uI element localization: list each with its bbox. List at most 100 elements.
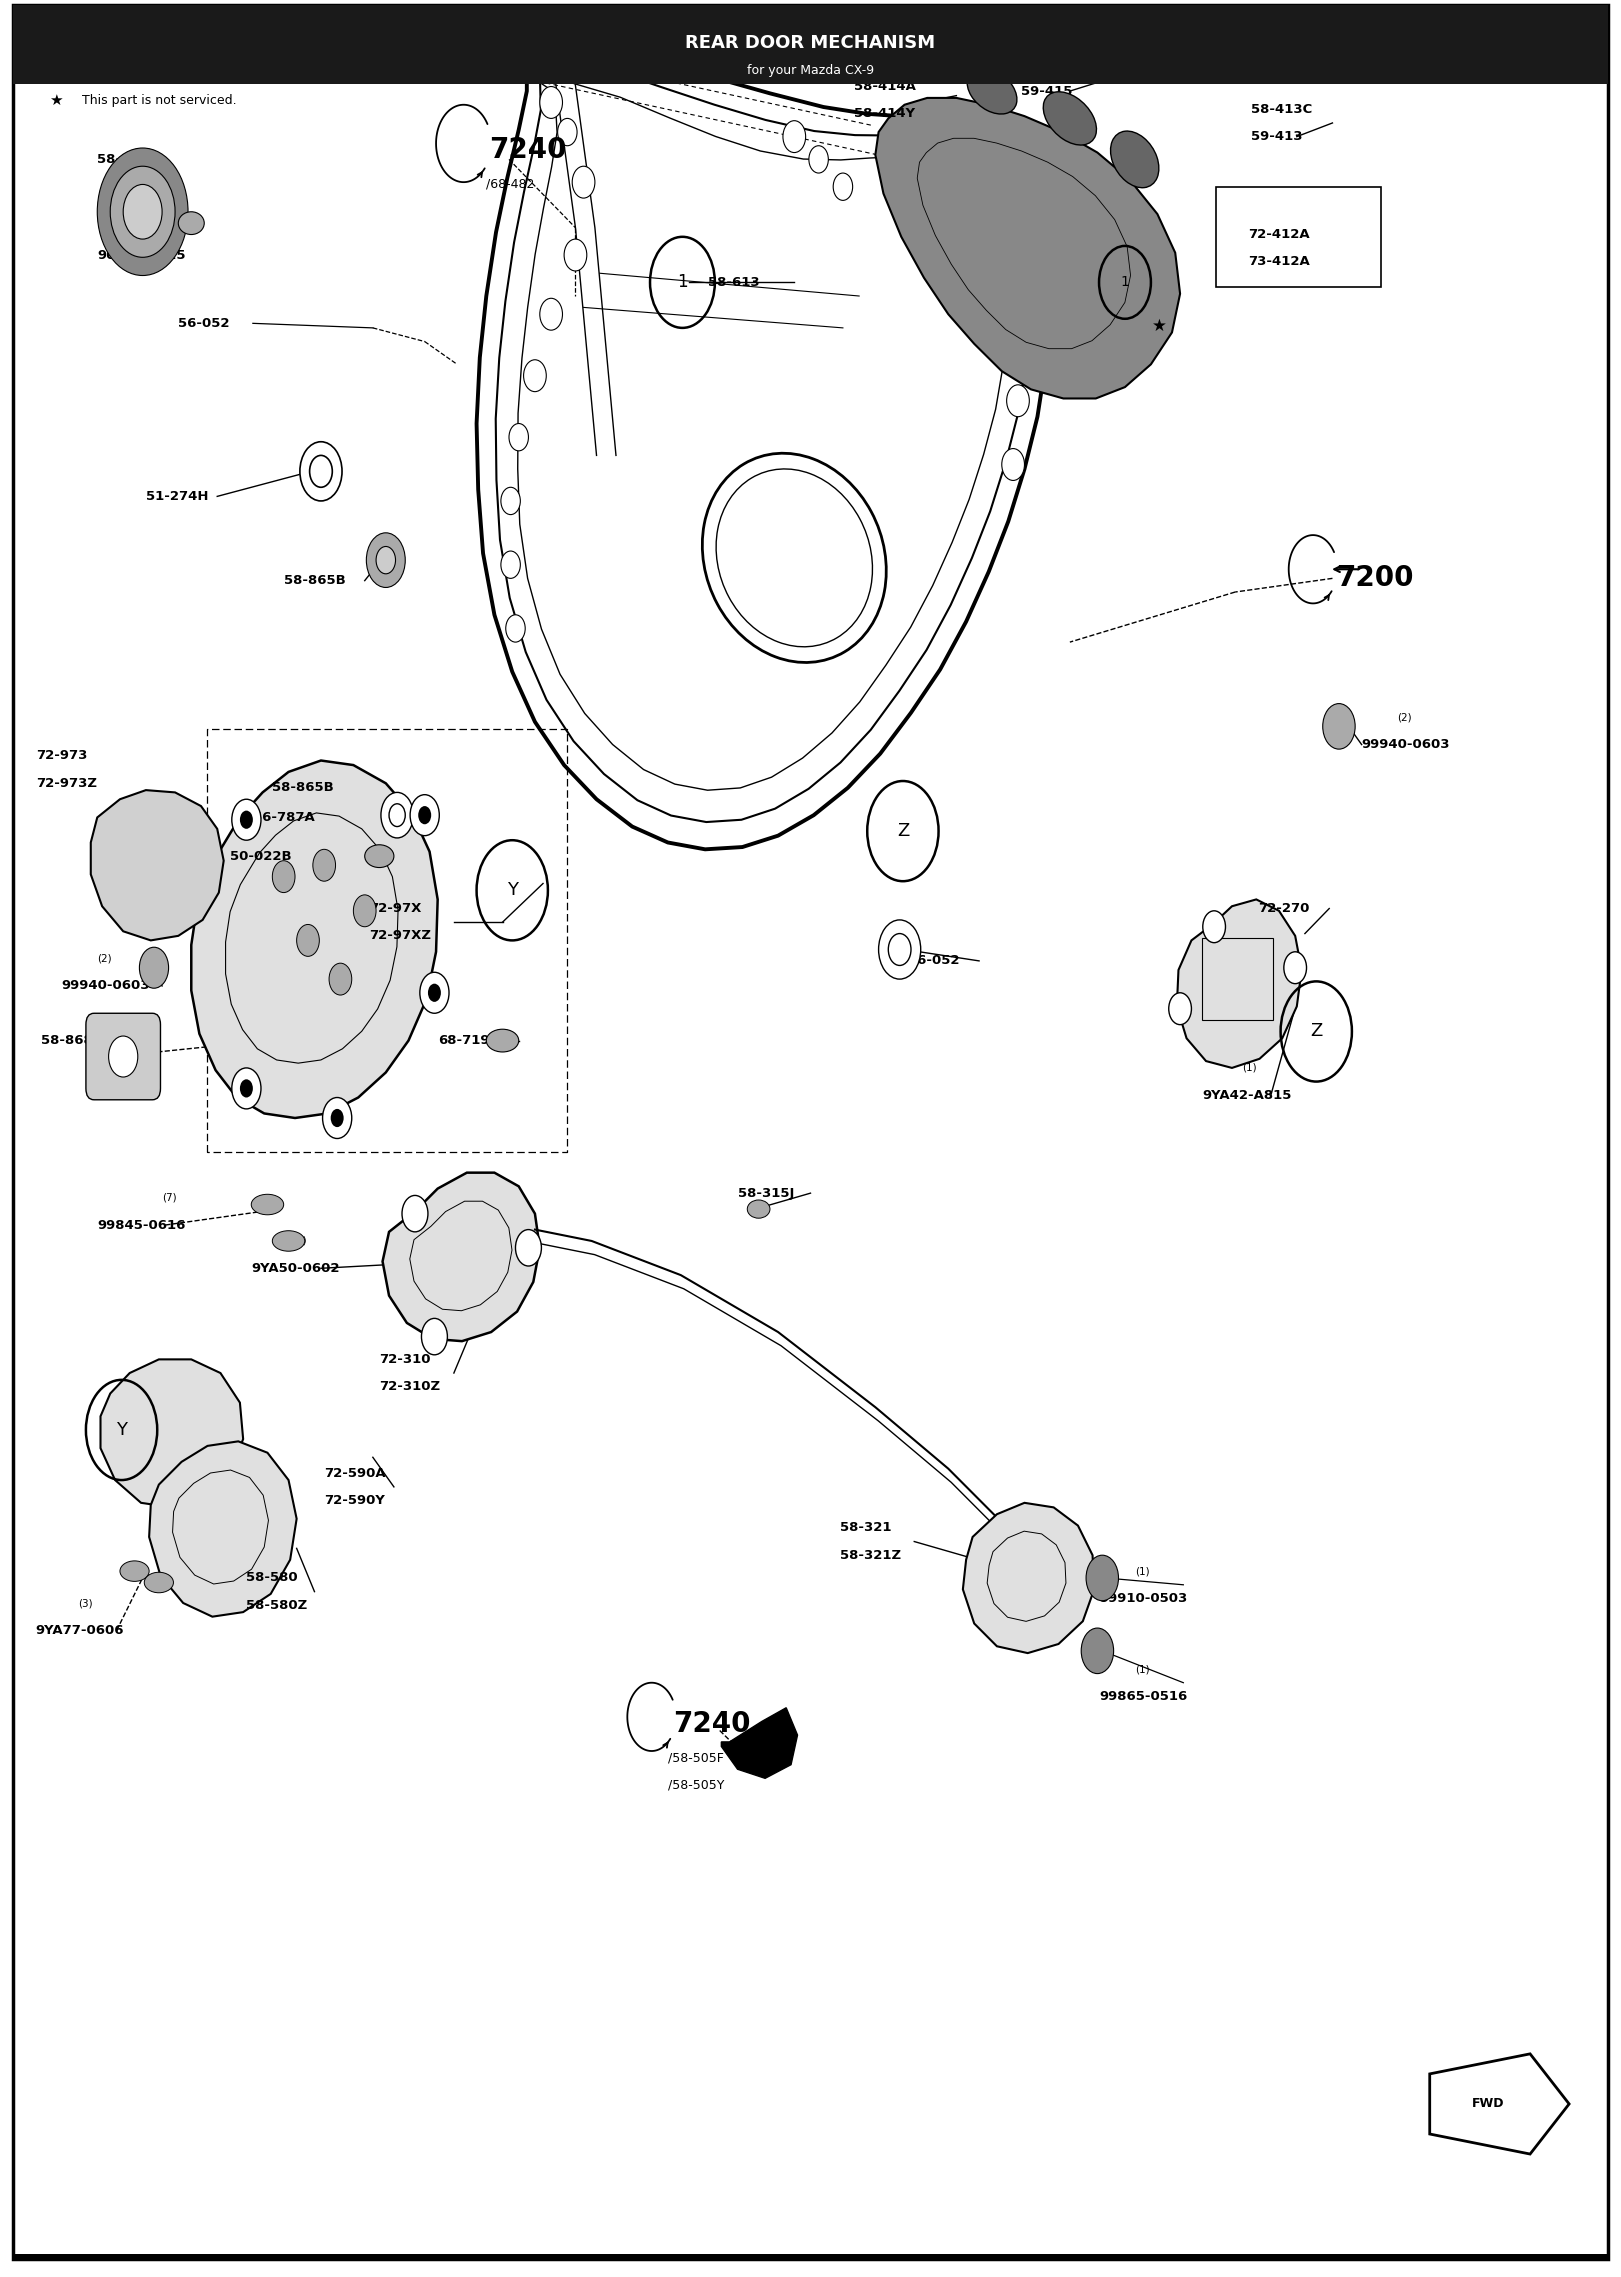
Text: (2): (2) [152, 223, 167, 232]
Text: 58-868H: 58-868H [41, 1034, 104, 1047]
Ellipse shape [120, 1562, 149, 1580]
Circle shape [564, 239, 587, 271]
Text: 58-321Z: 58-321Z [840, 1548, 901, 1562]
Text: 58-865B: 58-865B [284, 574, 345, 587]
Circle shape [1169, 993, 1191, 1025]
Ellipse shape [747, 1200, 770, 1218]
Text: 58-570A: 58-570A [97, 153, 159, 166]
Text: Y: Y [117, 1421, 126, 1439]
Circle shape [420, 972, 449, 1013]
Ellipse shape [365, 845, 394, 868]
Circle shape [300, 442, 342, 501]
Text: 56-052: 56-052 [178, 317, 230, 330]
Bar [13, 5, 1608, 84]
Circle shape [240, 811, 253, 829]
Text: /58-505F: /58-505F [668, 1751, 723, 1765]
Text: 99865-0516: 99865-0516 [1099, 1690, 1187, 1703]
Ellipse shape [1110, 132, 1159, 187]
Circle shape [540, 298, 562, 330]
Circle shape [376, 546, 396, 574]
Text: /58-505Y: /58-505Y [668, 1778, 725, 1792]
Circle shape [428, 984, 441, 1002]
Circle shape [389, 804, 405, 827]
Circle shape [310, 455, 332, 487]
Text: 58-414Y: 58-414Y [854, 107, 916, 121]
Text: (1): (1) [1242, 1063, 1256, 1072]
Text: (3): (3) [78, 1598, 92, 1608]
Circle shape [501, 487, 520, 515]
Circle shape [1086, 1555, 1118, 1601]
Text: 56-052: 56-052 [908, 954, 960, 968]
Circle shape [353, 895, 376, 927]
Circle shape [501, 551, 520, 578]
Circle shape [540, 87, 562, 118]
Text: 58-580Z: 58-580Z [246, 1598, 308, 1612]
Circle shape [421, 1318, 447, 1355]
Text: 90440-0825: 90440-0825 [97, 248, 186, 262]
Circle shape [139, 947, 169, 988]
Text: 58-414A: 58-414A [854, 80, 916, 93]
Text: 99910-0503: 99910-0503 [1099, 1592, 1187, 1605]
Circle shape [402, 1195, 428, 1232]
Circle shape [1002, 449, 1024, 480]
Polygon shape [1430, 2054, 1569, 2154]
Text: 72-973: 72-973 [36, 749, 88, 763]
Ellipse shape [1044, 91, 1096, 146]
Text: 72-412A: 72-412A [1248, 228, 1310, 241]
Text: 59-415: 59-415 [1021, 84, 1073, 98]
Polygon shape [149, 1441, 297, 1617]
Text: 9YA42-A815: 9YA42-A815 [1203, 1088, 1292, 1102]
Text: 58-321: 58-321 [840, 1521, 892, 1535]
Circle shape [558, 118, 577, 146]
Text: ★: ★ [1151, 317, 1167, 335]
FancyBboxPatch shape [86, 1013, 160, 1100]
Ellipse shape [178, 212, 204, 235]
Circle shape [232, 1068, 261, 1109]
Text: 72-973Z: 72-973Z [36, 776, 97, 790]
Circle shape [994, 262, 1016, 294]
Circle shape [323, 1098, 352, 1138]
Text: 72-590Y: 72-590Y [324, 1494, 386, 1507]
Text: 58-315J: 58-315J [738, 1186, 794, 1200]
Circle shape [232, 799, 261, 840]
Text: 7240: 7240 [490, 137, 567, 164]
Text: (2): (2) [97, 954, 112, 963]
Circle shape [1007, 385, 1029, 417]
Text: 72-310: 72-310 [379, 1353, 431, 1366]
Text: 56-787A: 56-787A [253, 811, 314, 824]
Text: for your Mazda CX-9: for your Mazda CX-9 [747, 64, 874, 77]
Bar [13, 2254, 1608, 2259]
Circle shape [783, 121, 806, 153]
Circle shape [879, 920, 921, 979]
FancyBboxPatch shape [1216, 187, 1381, 287]
Text: Z: Z [896, 822, 909, 840]
Text: 1: 1 [678, 273, 687, 291]
Ellipse shape [251, 1195, 284, 1216]
Text: (7): (7) [162, 1193, 177, 1202]
Text: 58-580: 58-580 [246, 1571, 298, 1585]
Text: (1): (1) [1135, 1567, 1149, 1576]
Text: 99845-0616: 99845-0616 [97, 1218, 186, 1232]
Ellipse shape [272, 1230, 305, 1250]
Text: 72-97XZ: 72-97XZ [370, 929, 431, 943]
Text: Z: Z [1310, 1022, 1323, 1041]
Text: This part is not serviced.: This part is not serviced. [78, 93, 237, 107]
Circle shape [1081, 1628, 1114, 1674]
Circle shape [506, 615, 525, 642]
Text: 68-719: 68-719 [438, 1034, 490, 1047]
Text: 72-270: 72-270 [1258, 902, 1310, 915]
Circle shape [272, 861, 295, 893]
Text: 58-415: 58-415 [1021, 57, 1073, 71]
Text: (2): (2) [1397, 713, 1412, 722]
Text: 9YA77-0606: 9YA77-0606 [36, 1624, 125, 1637]
Ellipse shape [486, 1029, 519, 1052]
Circle shape [1323, 704, 1355, 749]
Circle shape [888, 934, 911, 965]
Text: (1): (1) [1135, 1664, 1149, 1674]
Polygon shape [191, 761, 438, 1118]
Text: 1: 1 [1120, 276, 1130, 289]
Circle shape [313, 849, 336, 881]
Circle shape [1284, 952, 1307, 984]
Text: 73-412A: 73-412A [1248, 255, 1310, 269]
Text: 9YA50-0602: 9YA50-0602 [251, 1261, 340, 1275]
